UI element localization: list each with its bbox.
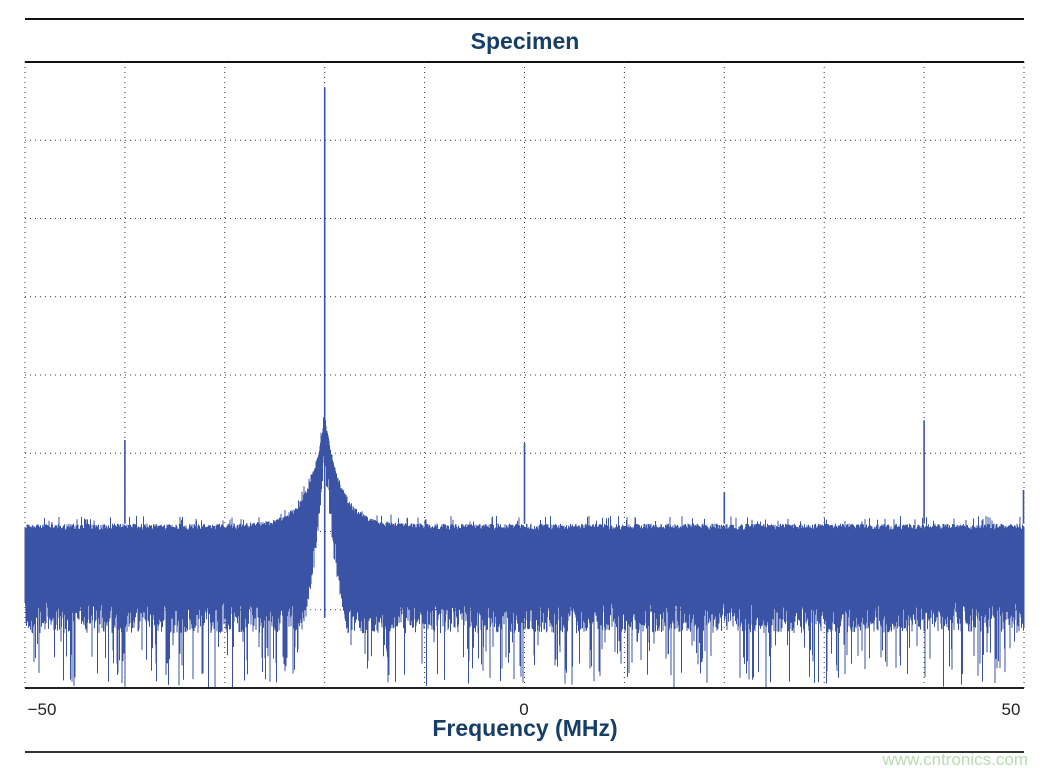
- x-tick-label: 50: [1001, 700, 1021, 719]
- watermark: www.cntronics.com: [882, 750, 1028, 769]
- x-axis-label: Frequency (MHz): [432, 715, 618, 741]
- noise-trace: [24, 417, 1025, 688]
- top-rule: [25, 18, 1024, 20]
- chart-title: Specimen: [470, 28, 580, 54]
- x-tick-label: 0: [519, 700, 529, 719]
- bottom-rule: [25, 751, 1024, 753]
- x-tick-label: −50: [27, 700, 57, 719]
